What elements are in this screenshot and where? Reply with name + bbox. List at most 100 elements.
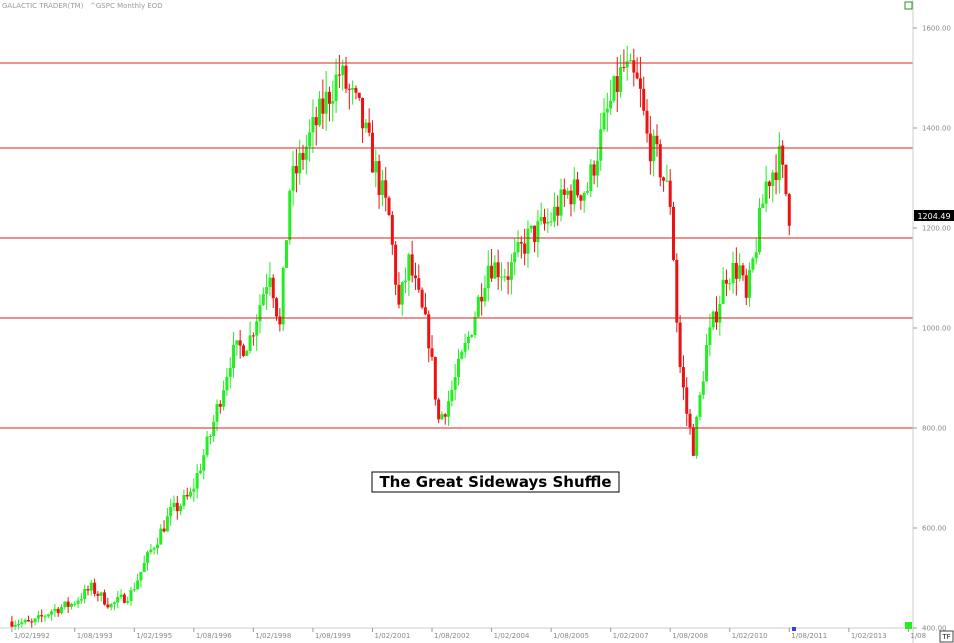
candle-body xyxy=(542,217,546,224)
candle-body xyxy=(60,607,64,614)
candle-body xyxy=(417,278,421,290)
candle-body xyxy=(99,592,103,596)
candle-body xyxy=(731,262,735,284)
candle-body xyxy=(331,101,335,104)
x-axis: 1/02/1992 1/08/1993 1/02/1995 1/08/1996 1/02… xyxy=(0,627,926,640)
candle-body xyxy=(380,180,384,195)
candle-body xyxy=(562,189,566,195)
candle-body xyxy=(668,180,672,207)
candle-body xyxy=(96,593,100,596)
candle-body xyxy=(374,161,378,173)
candle-body xyxy=(79,599,83,601)
x-tick-label: 1/02/2004 xyxy=(494,632,530,640)
candle-body xyxy=(182,495,186,506)
candle-body xyxy=(89,582,93,591)
candle-body xyxy=(119,594,123,597)
candle-body xyxy=(36,615,40,619)
y-tick-label: 800.00 xyxy=(922,425,947,433)
candle-body xyxy=(126,600,130,603)
candle-body xyxy=(321,98,325,114)
candle-body xyxy=(202,455,206,471)
candle-body xyxy=(638,78,642,89)
candle-body xyxy=(665,180,669,182)
candle-body xyxy=(195,472,199,489)
candle-body xyxy=(758,208,762,253)
candle-body xyxy=(308,132,312,147)
scroll-top-handle[interactable] xyxy=(904,1,913,10)
candle-body xyxy=(175,502,179,512)
candle-body xyxy=(648,133,652,162)
candle-body xyxy=(394,244,398,285)
candle-body xyxy=(585,191,589,193)
candle-body xyxy=(516,242,520,253)
candle-body xyxy=(109,604,113,608)
candle-body xyxy=(407,254,411,281)
candle-body xyxy=(53,608,57,612)
candle-body xyxy=(592,164,596,176)
candle-body xyxy=(572,179,576,205)
candle-body xyxy=(159,528,163,545)
candle-body xyxy=(748,269,752,298)
last-price-tag xyxy=(914,210,954,221)
candle-body xyxy=(69,603,73,607)
candle-body xyxy=(691,427,695,456)
candle-body xyxy=(169,506,173,517)
x-tick-label: 1/08 xyxy=(910,632,926,640)
candle-body xyxy=(155,544,159,549)
candle-body xyxy=(556,206,560,216)
candle-body xyxy=(370,132,374,173)
candle-body xyxy=(30,621,34,623)
candle-body xyxy=(17,624,21,626)
candle-body xyxy=(526,228,530,254)
candle-body xyxy=(509,262,513,280)
candle-body xyxy=(440,414,444,420)
candle-body xyxy=(652,135,656,162)
candle-body xyxy=(337,74,341,76)
candle-body xyxy=(132,589,136,591)
candle-body xyxy=(26,619,30,622)
candle-body xyxy=(189,491,193,497)
candle-body xyxy=(463,342,467,352)
candle-body xyxy=(192,488,196,492)
candle-body xyxy=(569,190,573,205)
candle-body xyxy=(205,436,209,456)
candle-body xyxy=(549,221,553,223)
candle-body xyxy=(552,206,556,222)
candle-body xyxy=(708,327,712,346)
candle-body xyxy=(767,181,771,187)
y-tick-label: 600.00 xyxy=(922,525,947,533)
candle-body xyxy=(298,152,302,174)
y-tick-label: 400.00 xyxy=(922,625,947,633)
y-tick-label: 1400.00 xyxy=(922,125,951,133)
candle-body xyxy=(103,592,107,605)
candle-body xyxy=(238,340,242,346)
y-tick-label: 1000.00 xyxy=(922,325,951,333)
candle-body xyxy=(364,122,368,129)
candle-body xyxy=(447,401,451,417)
candle-body xyxy=(136,580,140,590)
x-tick-label: 1/02/2013 xyxy=(851,632,887,640)
candle-body xyxy=(222,390,226,407)
y-tick-label: 1200.00 xyxy=(922,225,951,233)
header-symbol: ^GSPC Monthly EOD xyxy=(90,2,163,10)
candle-body xyxy=(771,172,775,187)
corner-button[interactable] xyxy=(939,630,954,643)
y-axis: 400.00 600.00 800.00 1000.00 1200.00 1400.00 1… xyxy=(912,0,951,643)
last-price-label: 1204.49 xyxy=(917,212,950,221)
candle-body xyxy=(625,61,629,68)
candle-body xyxy=(761,203,765,209)
candle-body xyxy=(129,590,133,601)
candle-body xyxy=(66,601,70,607)
candle-body xyxy=(622,67,626,69)
candle-body xyxy=(228,367,232,377)
candle-body xyxy=(301,152,305,160)
candle-body xyxy=(721,279,725,304)
scroll-bottom-handle[interactable] xyxy=(905,622,912,629)
candle-body xyxy=(751,258,755,270)
candle-body xyxy=(595,160,599,176)
candle-body xyxy=(291,165,295,191)
candle-body xyxy=(354,87,358,93)
candle-body xyxy=(787,194,791,226)
